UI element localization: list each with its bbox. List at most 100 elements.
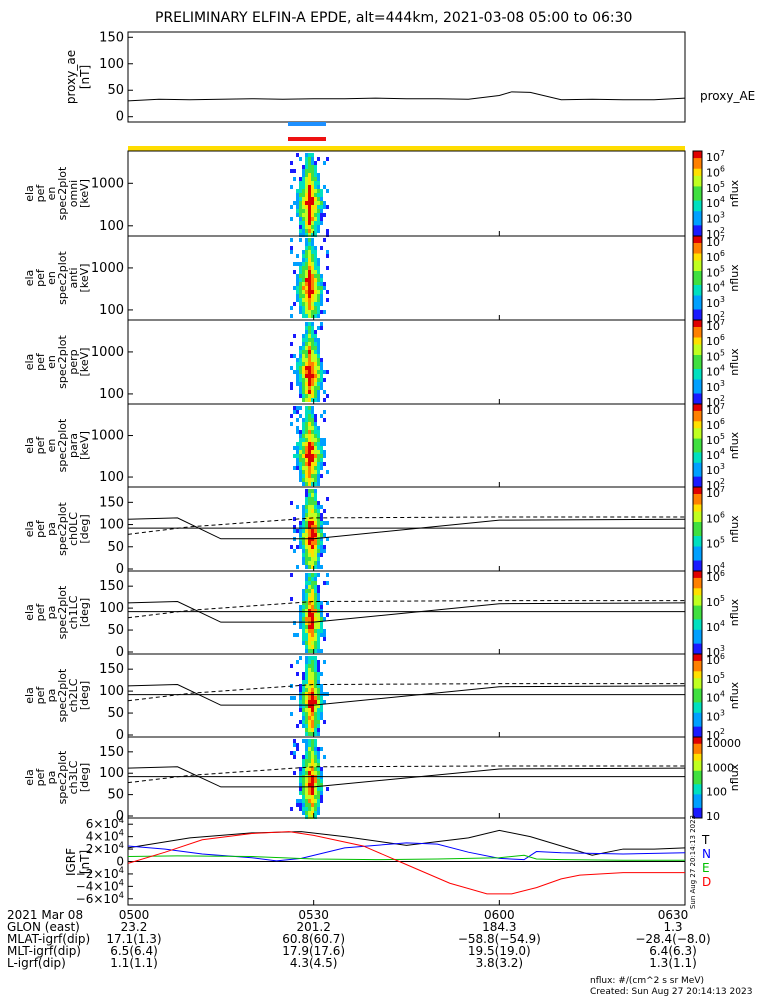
- spectrogram-cell: [302, 617, 305, 621]
- colorbar-cell: [693, 702, 702, 707]
- colorbar-label: nflux: [728, 264, 741, 292]
- spectrogram-cell: [290, 386, 293, 390]
- spectrogram-cell: [326, 601, 329, 605]
- spectrogram-cell: [305, 390, 308, 394]
- spectrogram-cell: [302, 229, 305, 233]
- spectrogram-cell: [299, 213, 302, 217]
- spectrogram-cell: [314, 426, 317, 430]
- colorbar-cell: [693, 236, 702, 240]
- spectrogram-cell: [314, 254, 317, 258]
- spectrogram-cell: [320, 617, 323, 621]
- spectrogram-cell: [308, 684, 311, 688]
- colorbar-cell: [693, 337, 702, 342]
- spectrogram-cell: [290, 161, 293, 165]
- igrf-series-t: [127, 829, 686, 856]
- spectrogram-cell: [317, 779, 320, 783]
- spectrogram-cell: [320, 791, 323, 795]
- colorbar-cell: [693, 804, 702, 809]
- spectrogram-cell: [314, 302, 317, 306]
- colorbar-cell: [693, 532, 702, 537]
- spectrogram-cell: [314, 390, 317, 394]
- spectrogram-cell: [305, 533, 308, 537]
- spectrogram-cell: [317, 366, 320, 370]
- spectrogram-cell: [314, 493, 317, 497]
- spectrogram-cell: [317, 565, 320, 569]
- spectrogram-cell: [308, 739, 311, 743]
- spectrogram-cell: [308, 680, 311, 684]
- spectrogram-cell: [317, 645, 320, 649]
- spectrogram-cell: [299, 346, 302, 350]
- spectrogram-cell: [299, 621, 302, 625]
- spectrogram-cell: [296, 466, 299, 470]
- igrf-series-e: [127, 854, 685, 861]
- spectrogram-cell: [302, 513, 305, 517]
- spectrogram-cell: [299, 386, 302, 390]
- spectrogram-cell: [320, 799, 323, 803]
- colorbar-cell: [693, 348, 702, 352]
- spectrogram-cell: [302, 720, 305, 724]
- colorbar-cell: [693, 250, 702, 254]
- spectrogram-cell: [314, 605, 317, 609]
- spectrogram-cell: [320, 302, 323, 306]
- spectrogram-cell: [326, 233, 329, 237]
- spectrogram-cell: [311, 242, 314, 246]
- panel-ylabel: pef: [34, 436, 47, 455]
- colorbar-cell: [693, 379, 702, 384]
- spectrogram-cell: [305, 525, 308, 529]
- spectrogram-cell: [308, 633, 311, 637]
- spectrogram-cell: [320, 771, 323, 775]
- colorbar-cell: [693, 476, 702, 481]
- colorbar-cell: [693, 383, 702, 387]
- colorbar-cell: [693, 172, 702, 177]
- spectrogram-cell: [317, 274, 320, 278]
- spectrogram-cell: [308, 617, 311, 621]
- spectrogram-cell: [317, 811, 320, 815]
- colorbar-cell: [693, 351, 702, 356]
- spectrogram-cell: [317, 386, 320, 390]
- footer-value: 0630: [658, 908, 689, 922]
- spectrogram-cell: [308, 221, 311, 225]
- spectrogram-cell: [305, 342, 308, 346]
- spectrogram-cell: [299, 791, 302, 795]
- panel-ylabel: spec2plot: [56, 335, 69, 389]
- spectrogram-cell: [320, 442, 323, 446]
- spectrogram-cell: [311, 573, 314, 577]
- spectrogram-cell: [314, 501, 317, 505]
- spectrogram-cell: [311, 306, 314, 310]
- spectrogram-cell: [323, 454, 326, 458]
- spectrogram-cell: [317, 426, 320, 430]
- spectrogram-cell: [317, 466, 320, 470]
- spectrogram-cell: [305, 597, 308, 601]
- spectrogram-cell: [308, 565, 311, 569]
- spectrogram-cell: [302, 386, 305, 390]
- colorbar-cell: [693, 271, 702, 275]
- spectrogram-cell: [317, 751, 320, 755]
- colorbar-cell: [693, 344, 702, 349]
- panel-ylabel: ela: [23, 354, 36, 371]
- spectrogram-cell: [305, 358, 308, 362]
- spectrogram-cell: [314, 747, 317, 751]
- spectrogram-cell: [305, 310, 308, 314]
- colorbar-cell: [693, 726, 702, 731]
- spectrogram-cell: [311, 545, 314, 549]
- spectrogram-cell: [308, 242, 311, 246]
- spectrogram-cell: [296, 747, 299, 751]
- colorbar-cell: [693, 737, 702, 741]
- spectrogram-cell: [302, 422, 305, 426]
- spectrogram-cell: [308, 747, 311, 751]
- spectrogram-cell: [320, 700, 323, 704]
- spectrogram-cell: [305, 629, 308, 633]
- spectrogram-cell: [308, 302, 311, 306]
- colorbar-label: nflux: [728, 515, 741, 543]
- spectrogram-cell: [305, 217, 308, 221]
- spectrogram-cell: [299, 205, 302, 209]
- spectrogram-cell: [320, 609, 323, 613]
- igrf-legend-n: N: [702, 847, 711, 861]
- footer-row-label: 2021 Mar 08: [7, 908, 83, 922]
- colorbar-cell: [693, 674, 702, 679]
- spectrogram-cell: [305, 783, 308, 787]
- spectrogram-cell: [299, 684, 302, 688]
- spectrogram-cell: [311, 688, 314, 692]
- spectrogram-cell: [317, 763, 320, 767]
- colorbar-cell: [693, 770, 702, 775]
